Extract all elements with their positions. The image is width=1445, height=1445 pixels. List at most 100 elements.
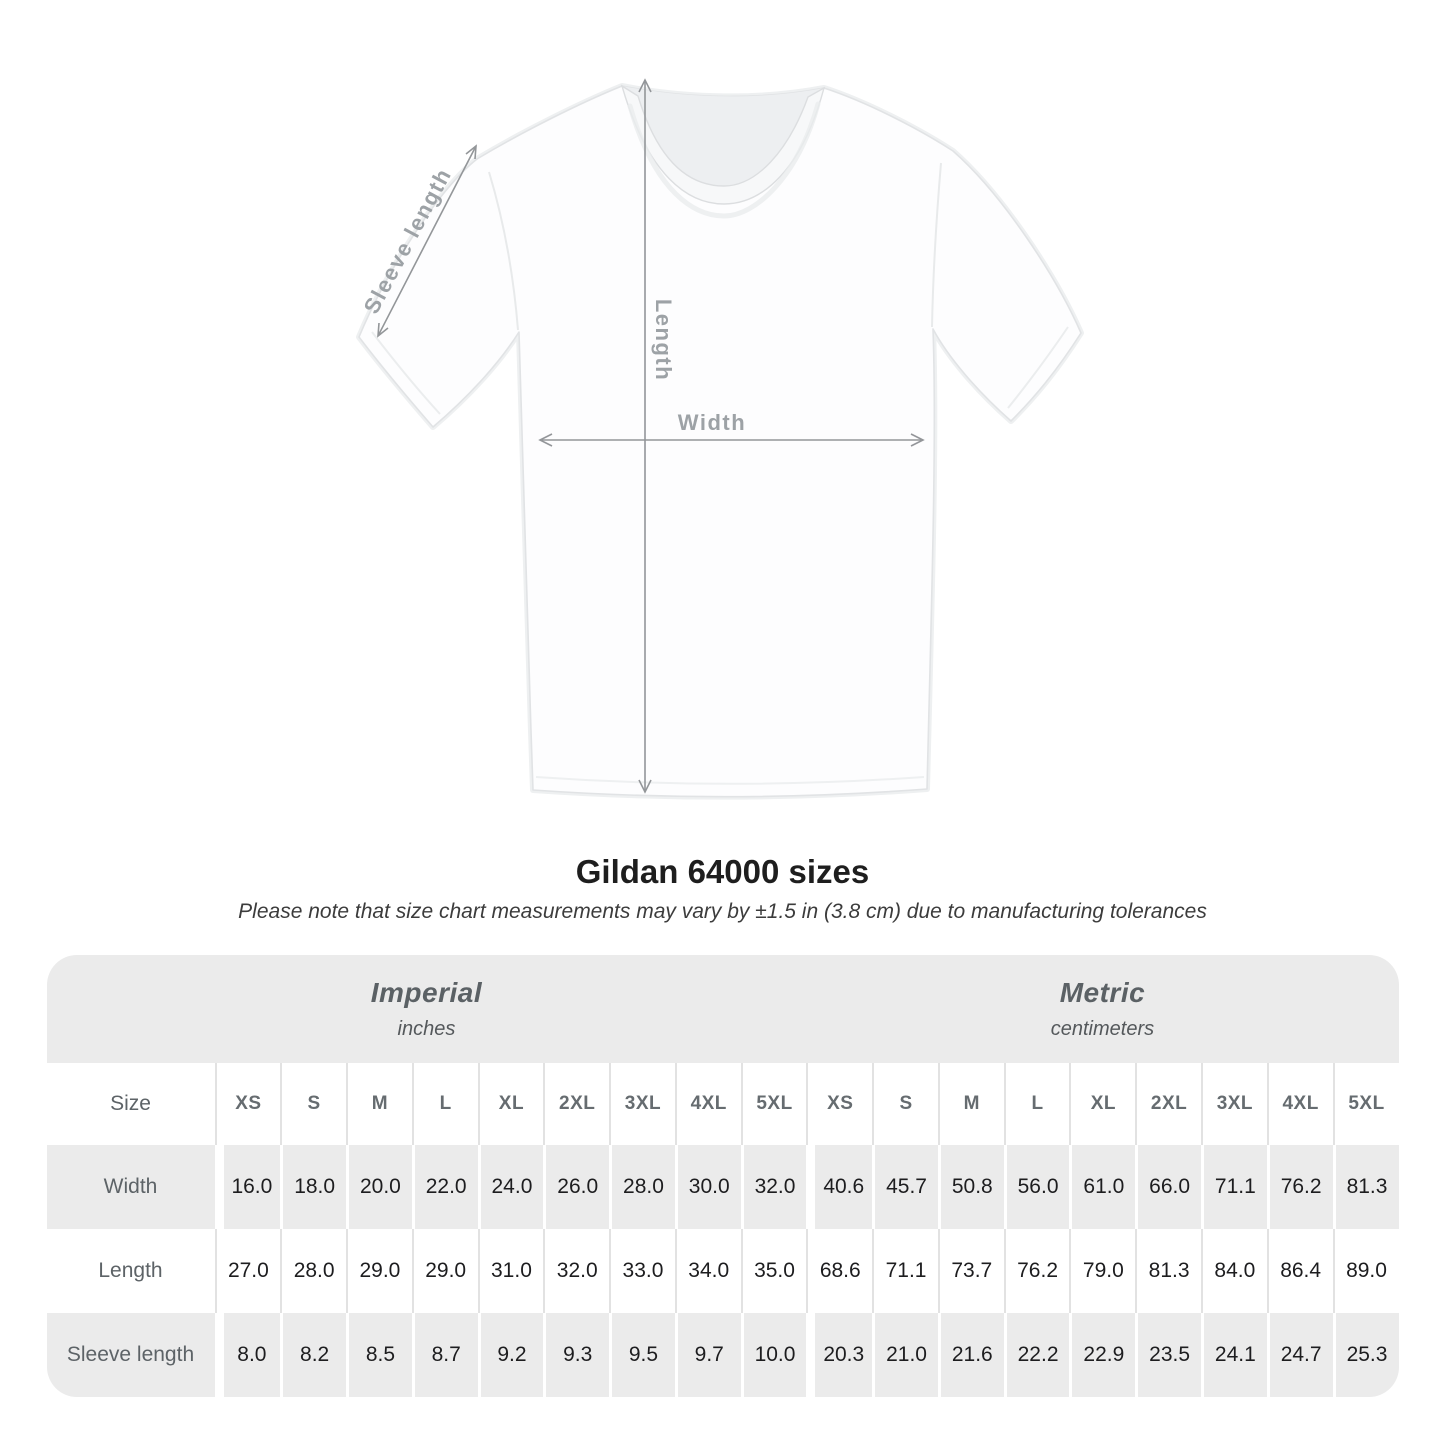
- table-cell: 29.0: [411, 1229, 478, 1314]
- collar-back-opening: [622, 86, 824, 186]
- metric-group-title: Metric: [1059, 977, 1146, 1009]
- table-cell: 21.0: [872, 1313, 938, 1398]
- page-title: Gildan 64000 sizes: [575, 853, 870, 890]
- table-cell: 9.5: [609, 1313, 675, 1398]
- bottom-hem: [535, 776, 925, 785]
- table-cell: 24.1: [1200, 1313, 1267, 1398]
- table-cell: 23.5: [1135, 1313, 1201, 1398]
- table-cell: 31.0: [477, 1229, 544, 1314]
- size-header-metric-xs: XS: [806, 1063, 873, 1146]
- table-cell: 8.2: [280, 1313, 347, 1398]
- size-header-metric-5xl: 5XL: [1332, 1063, 1399, 1146]
- table-cell: 29.0: [346, 1229, 412, 1314]
- size-header-metric-3xl: 3XL: [1200, 1063, 1267, 1146]
- row-label: Width: [46, 1145, 215, 1230]
- size-header-imperial-3xl: 3XL: [609, 1063, 675, 1146]
- size-header-metric-s: S: [872, 1063, 938, 1146]
- table-cell: 8.0: [214, 1313, 281, 1398]
- table-cell: 34.0: [674, 1229, 741, 1314]
- table-cell: 84.0: [1200, 1229, 1267, 1314]
- table-cell: 32.0: [740, 1145, 807, 1230]
- table-cell: 50.8: [937, 1145, 1004, 1230]
- table-cell: 18.0: [280, 1145, 347, 1230]
- table-cell: 81.3: [1135, 1229, 1201, 1314]
- table-cell: 79.0: [1069, 1229, 1136, 1314]
- right-sleeve-seam: [931, 162, 942, 328]
- table-cell: 9.3: [543, 1313, 610, 1398]
- size-chart-table: Imperial inches Metric centimeters Size …: [46, 955, 1399, 1398]
- width-arrow: [538, 433, 925, 447]
- table-cell: 8.7: [411, 1313, 478, 1398]
- length-label: Length: [651, 298, 676, 382]
- table-cell: 16.0: [214, 1145, 281, 1230]
- size-header-imperial-xl: XL: [477, 1063, 544, 1146]
- table-cell: 9.7: [674, 1313, 741, 1398]
- tolerance-note: Please note that size chart measurements…: [238, 899, 1207, 923]
- size-header-metric-2xl: 2XL: [1135, 1063, 1201, 1146]
- collar-band: [620, 84, 826, 205]
- table-cell: 71.1: [1200, 1145, 1267, 1230]
- table-cell: 28.0: [280, 1229, 347, 1314]
- size-header-imperial-m: M: [346, 1063, 412, 1146]
- table-cell: 56.0: [1003, 1145, 1070, 1230]
- table-cell: 66.0: [1135, 1145, 1201, 1230]
- table-cell: 9.2: [477, 1313, 544, 1398]
- table-cell: 61.0: [1069, 1145, 1136, 1230]
- table-cell: 33.0: [609, 1229, 675, 1314]
- sleeve-length-row: Sleeve length 8.0 8.2 8.5 8.7 9.2 9.3 9.…: [46, 1313, 1399, 1398]
- size-header-imperial-l: L: [411, 1063, 478, 1146]
- table-cell: 21.6: [937, 1313, 1004, 1398]
- size-header-metric-l: L: [1003, 1063, 1070, 1146]
- table-cell: 20.0: [346, 1145, 412, 1230]
- size-header-metric-4xl: 4XL: [1266, 1063, 1333, 1146]
- table-cell: 25.3: [1332, 1313, 1399, 1398]
- table-cell: 27.0: [214, 1229, 281, 1314]
- table-cell: 76.2: [1003, 1229, 1070, 1314]
- length-row: Length 27.0 28.0 29.0 29.0 31.0 32.0 33.…: [46, 1229, 1399, 1314]
- unit-group-row: Imperial inches Metric centimeters: [46, 955, 1399, 1064]
- table-cell: 30.0: [674, 1145, 741, 1230]
- table-cell: 68.6: [806, 1229, 873, 1314]
- width-label: Width: [677, 410, 747, 435]
- size-chart-table-container: Imperial inches Metric centimeters Size …: [46, 955, 1399, 1398]
- size-header-metric-xl: XL: [1069, 1063, 1136, 1146]
- size-header-imperial-4xl: 4XL: [674, 1063, 741, 1146]
- table-cell: 24.7: [1266, 1313, 1333, 1398]
- table-cell: 76.2: [1266, 1145, 1333, 1230]
- table-cell: 22.0: [411, 1145, 478, 1230]
- tshirt-illustration: [356, 78, 1084, 800]
- table-cell: 24.0: [477, 1145, 544, 1230]
- size-header-imperial-s: S: [280, 1063, 347, 1146]
- table-cell: 10.0: [740, 1313, 807, 1398]
- table-cell: 22.9: [1069, 1313, 1136, 1398]
- imperial-group-header: Imperial inches: [46, 955, 807, 1064]
- table-cell: 40.6: [806, 1145, 873, 1230]
- size-column-header: Size: [46, 1063, 215, 1146]
- length-arrow: [638, 78, 652, 794]
- size-header-row: Size XS S M L XL 2XL 3XL 4XL 5XL XS S M …: [46, 1063, 1399, 1146]
- shirt-measurement-diagram: Sleeve length Length Width: [356, 78, 1084, 800]
- table-cell: 81.3: [1332, 1145, 1399, 1230]
- imperial-group-subtitle: inches: [397, 1018, 456, 1041]
- imperial-group-title: Imperial: [370, 977, 483, 1009]
- row-label: Sleeve length: [46, 1313, 215, 1398]
- metric-group-subtitle: centimeters: [1050, 1018, 1155, 1041]
- table-cell: 71.1: [872, 1229, 938, 1314]
- table-cell: 28.0: [609, 1145, 675, 1230]
- metric-group-header: Metric centimeters: [806, 955, 1399, 1064]
- table-cell: 32.0: [543, 1229, 610, 1314]
- table-cell: 8.5: [346, 1313, 412, 1398]
- table-cell: 73.7: [937, 1229, 1004, 1314]
- table-cell: 20.3: [806, 1313, 873, 1398]
- table-cell: 89.0: [1332, 1229, 1399, 1314]
- width-row: Width 16.0 18.0 20.0 22.0 24.0 26.0 28.0…: [46, 1145, 1399, 1230]
- table-cell: 45.7: [872, 1145, 938, 1230]
- tshirt-body: [358, 85, 1082, 798]
- collar-shadow: [627, 101, 821, 219]
- left-sleeve-seam: [488, 171, 519, 331]
- size-header-imperial-xs: XS: [214, 1063, 281, 1146]
- row-label: Length: [46, 1229, 215, 1314]
- size-header-metric-m: M: [937, 1063, 1004, 1146]
- table-cell: 86.4: [1266, 1229, 1333, 1314]
- table-cell: 35.0: [740, 1229, 807, 1314]
